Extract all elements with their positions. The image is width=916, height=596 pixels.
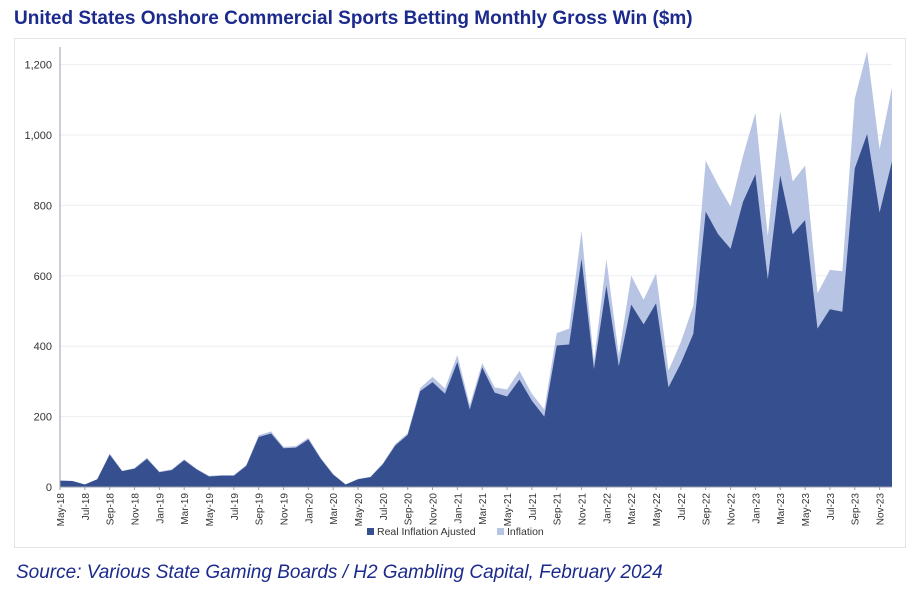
x-tick-label: Jan-23: [751, 493, 762, 524]
x-tick-label: May-22: [652, 493, 663, 527]
x-tick-label: Jul-22: [677, 493, 688, 521]
x-tick-label: Sep-20: [404, 493, 415, 526]
chart-container: 0 200 400 600 800 1,000 1,200 May-18 Jul-18 Sep-1…: [14, 38, 906, 548]
x-tick-label: Mar-19: [180, 493, 191, 525]
y-tick-label: 800: [34, 200, 52, 212]
x-tick-label: May-19: [205, 493, 216, 527]
x-tick-label: Jul-20: [379, 493, 390, 521]
x-tick-label: Jul-18: [81, 493, 92, 521]
x-tick-label: Jan-22: [602, 493, 613, 524]
x-tick-label: Sep-18: [106, 493, 117, 526]
area-chart: 0 200 400 600 800 1,000 1,200 May-18 Jul-18 Sep-1…: [24, 47, 892, 538]
legend-label-real: Real Inflation Ajusted: [377, 526, 476, 538]
x-tick-label: May-21: [503, 493, 514, 527]
x-tick-label: Nov-18: [131, 493, 142, 526]
x-tick-label: Jan-20: [304, 493, 315, 524]
legend-swatch-inflation: [497, 528, 504, 535]
x-tick-label: Nov-20: [429, 493, 440, 526]
x-tick-label: Mar-23: [776, 493, 787, 525]
chart-title: United States Onshore Commercial Sports …: [14, 8, 693, 29]
x-tick-label: May-20: [354, 493, 365, 527]
y-tick-label: 400: [34, 341, 52, 353]
axes: 0 200 400 600 800 1,000 1,200 May-18 Jul-18 Sep-1…: [24, 47, 892, 526]
y-tick-label: 600: [34, 271, 52, 283]
x-tick-label: Nov-23: [876, 493, 887, 526]
y-tick-label: 1,000: [24, 130, 52, 142]
x-tick-label: Jul-23: [826, 493, 837, 521]
y-tick-label: 0: [46, 482, 52, 494]
x-tick-label: Sep-21: [553, 493, 564, 526]
x-tick-label: Jul-19: [230, 493, 241, 521]
y-tick-label: 200: [34, 412, 52, 424]
real-inflation-adjusted-area: [60, 133, 892, 487]
legend-label-inflation: Inflation: [507, 526, 544, 538]
x-tick-label: Jan-19: [155, 493, 166, 524]
x-tick-label: May-23: [801, 493, 812, 527]
x-tick-label: Nov-21: [578, 493, 589, 526]
x-tick-label: Nov-22: [727, 493, 738, 526]
x-tick-label: Sep-19: [255, 493, 266, 526]
y-tick-label: 1,200: [24, 60, 52, 72]
x-tick-label: Mar-22: [627, 493, 638, 525]
plot-areas: [60, 51, 892, 487]
x-tick-label: Jan-21: [453, 493, 464, 524]
legend: Real Inflation Ajusted Inflation: [367, 526, 544, 538]
source-note: Source: Various State Gaming Boards / H2…: [16, 562, 663, 583]
x-tick-label: Sep-22: [702, 493, 713, 526]
x-tick-label: Jul-21: [528, 493, 539, 521]
x-tick-label: May-18: [56, 493, 67, 527]
x-tick-label: Mar-20: [329, 493, 340, 525]
x-tick-label: Nov-19: [280, 493, 291, 526]
x-tick-label: Mar-21: [478, 493, 489, 525]
x-tick-label: Sep-23: [851, 493, 862, 526]
legend-swatch-real: [367, 528, 374, 535]
